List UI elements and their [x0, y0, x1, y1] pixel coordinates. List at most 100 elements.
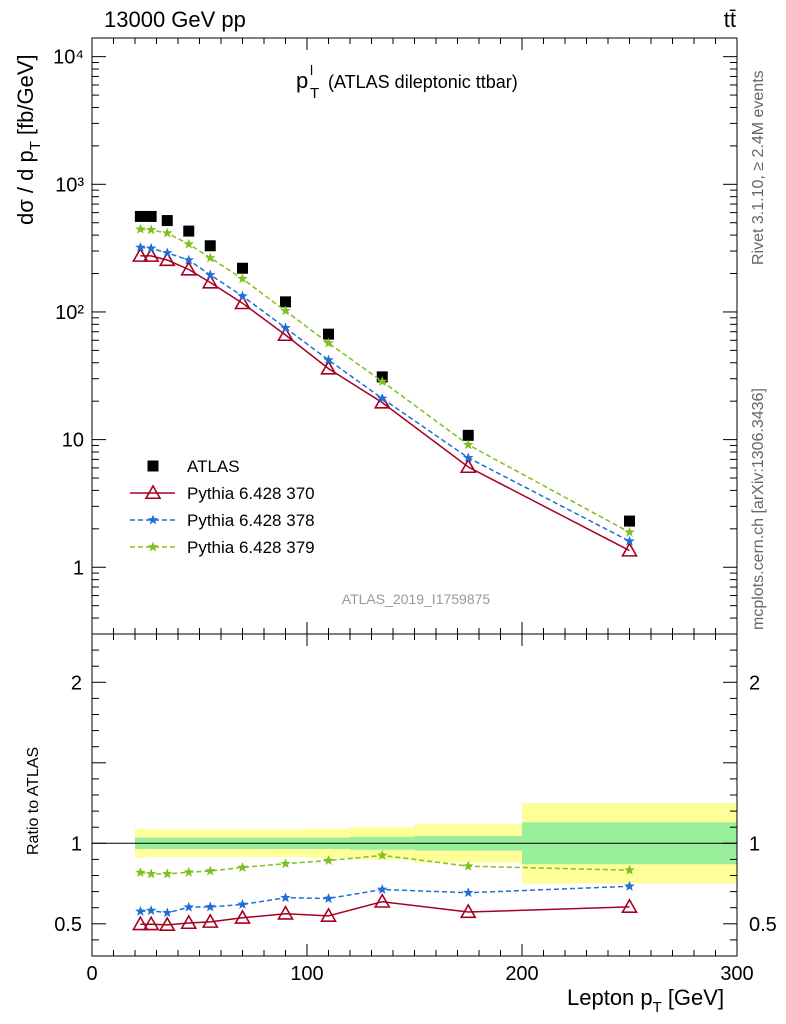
ratio-ytick-label-right: 1	[749, 833, 760, 855]
legend-label: Pythia 6.428 378	[187, 511, 315, 530]
ratio-reference-band	[92, 803, 737, 884]
main-data-point	[624, 535, 635, 546]
main-ytick-label: 10³	[55, 174, 84, 196]
main-data-point	[377, 392, 388, 403]
xlabel: Lepton pT [GeV]	[567, 985, 724, 1016]
ratio-series-layer	[131, 849, 638, 931]
main-data-point	[320, 359, 337, 375]
ratio-data-point	[135, 905, 146, 916]
ratio-data-point	[237, 861, 248, 872]
ratio-data-point	[183, 901, 194, 912]
ratio-data-point	[463, 860, 474, 871]
ratio-data-point	[459, 903, 477, 919]
ratio-data-point	[135, 867, 146, 878]
xtick-label: 300	[720, 963, 753, 985]
ratio-data-point	[201, 913, 219, 928]
svg-text:dσ / d pT[fb/GeV]: dσ / d pT [fb/GeV]	[13, 54, 44, 225]
main-data-point	[280, 296, 291, 308]
ratio-ytick-label: 1	[71, 833, 82, 855]
main-data-point	[162, 247, 173, 258]
ratio-data-point	[142, 915, 160, 931]
ratio-data-point	[145, 905, 157, 916]
ratio-data-point	[280, 858, 291, 869]
main-data-point	[280, 322, 291, 333]
ratio-data-point	[320, 907, 337, 922]
ratio-data-point	[205, 865, 216, 876]
main-data-point	[135, 223, 146, 234]
main-ylabel-subscript: T	[27, 141, 44, 150]
main-ylabel-unit: [fb/GeV]	[13, 54, 38, 135]
main-data-point	[180, 260, 198, 276]
ratio-data-point	[373, 893, 391, 908]
main-series-3	[135, 223, 635, 537]
plot-title-symbol: p	[296, 68, 308, 93]
main-axis-ticks: 10⁴ 10³ 10² 10 1	[53, 38, 738, 635]
main-data-point	[234, 294, 251, 310]
main-ytick-label: 10²	[55, 302, 84, 324]
ratio-data-point	[158, 916, 176, 931]
ratio-data-point	[624, 864, 635, 875]
ratio-data-point	[377, 849, 388, 860]
ratio-ytick-label: 2	[71, 672, 82, 694]
xtick-label: 200	[505, 963, 538, 985]
main-data-point	[145, 210, 157, 222]
legend-marker	[147, 460, 159, 472]
xtick-label: 0	[86, 963, 97, 985]
xlabel-subscript: T	[653, 999, 662, 1016]
analysis-id: ATLAS_2019_I1759875	[342, 591, 491, 607]
ratio-data-point	[621, 898, 638, 913]
legend-marker	[147, 514, 159, 525]
main-data-point	[142, 247, 160, 262]
legend-marker	[147, 541, 159, 552]
main-data-point	[377, 376, 388, 386]
main-data-point	[237, 290, 248, 301]
ratio-data-point	[180, 914, 198, 930]
ratio-series-line	[140, 900, 630, 926]
main-data-point	[323, 354, 334, 365]
ratio-data-point	[323, 893, 334, 903]
xtick-label: 100	[290, 963, 323, 985]
ratio-data-point	[280, 892, 291, 903]
ratio-data-point	[131, 915, 149, 931]
ratio-axis-ticks: 0.5 0.5 1 1 2 2 0 100 200 300	[54, 633, 777, 985]
rivet-version-label: Rivet 3.1.10, ≥ 2.4M events	[750, 70, 767, 265]
main-ytick-label: 10	[62, 430, 84, 452]
main-data-point	[205, 269, 216, 280]
main-data-point	[205, 252, 216, 263]
ratio-ytick-label: 0.5	[54, 914, 82, 936]
svg-text:Lepton pT[GeV]: Lepton pT [GeV]	[567, 985, 724, 1016]
ratio-data-point	[237, 898, 248, 909]
energy-label: 13000 GeV pp	[104, 7, 246, 32]
legend-item: Pythia 6.428 370	[130, 484, 315, 503]
ratio-data-point	[162, 868, 173, 879]
ratio-series-2	[135, 849, 635, 879]
xlabel-unit: [GeV]	[668, 985, 724, 1010]
ratio-data-point	[323, 855, 334, 865]
main-data-point	[624, 526, 635, 537]
ratio-ytick-label-right: 2	[749, 672, 760, 694]
ratio-frame	[91, 633, 738, 957]
legend-item: ATLAS	[147, 457, 240, 476]
main-ytick-label: 10⁴	[53, 47, 84, 69]
mcplots-label: mcplots.cern.ch [arXiv:1306.3436]	[750, 388, 767, 630]
main-data-point	[158, 251, 176, 267]
legend: ATLAS Pythia 6.428 370 Pythia 6.428 378 Pyt…	[130, 457, 315, 557]
legend-label: Pythia 6.428 370	[187, 484, 315, 503]
legend-item: Pythia 6.428 379	[130, 538, 315, 557]
ratio-data-point	[205, 901, 216, 912]
ratio-series-line	[140, 885, 630, 914]
ratio-series-0	[131, 893, 638, 931]
legend-label: Pythia 6.428 379	[187, 538, 315, 557]
main-data-point	[237, 262, 248, 274]
ratio-data-point	[234, 909, 251, 924]
main-data-point	[145, 242, 157, 253]
plot-title: p l T (ATLAS dileptonic ttbar)	[296, 62, 518, 102]
legend-label: ATLAS	[187, 457, 240, 476]
ratio-data-point	[183, 866, 194, 877]
main-data-point	[277, 326, 294, 342]
ratio-data-point	[162, 907, 173, 918]
main-data-point	[161, 215, 173, 227]
main-series-line	[140, 255, 630, 552]
process-label: tt̄	[724, 7, 736, 32]
main-data-point	[134, 210, 146, 222]
